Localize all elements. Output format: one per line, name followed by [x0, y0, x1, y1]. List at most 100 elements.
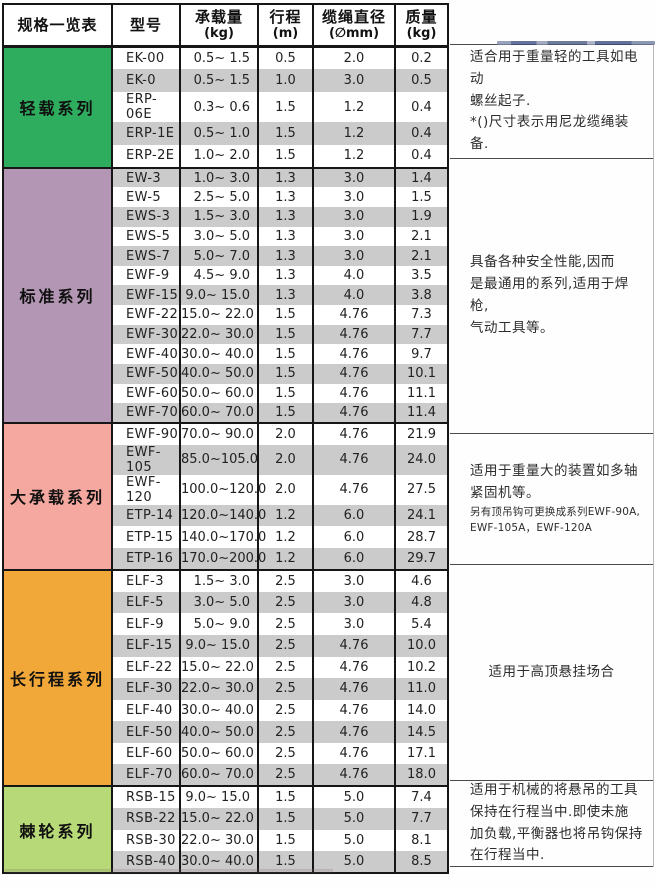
model-cell: EWS-5 — [111, 226, 181, 247]
model-cell: ELF-22 — [111, 656, 181, 679]
table-row: EWF-120 100.0~120.0 2.0 4.76 27.5 — [3, 474, 449, 505]
note-small-line: 另有顶吊钩可更换成系列EWF-90A, — [470, 506, 641, 519]
capacity-cell: 140.0~170.0 — [179, 526, 266, 549]
diameter-cell: 3.0 — [312, 206, 396, 227]
diameter-cell: 3.0 — [312, 569, 396, 592]
header-label-category: 规格一览表 — [17, 15, 98, 34]
header-label-capacity: 承载量 — [194, 8, 243, 26]
header-unit-mass: (kg) — [406, 26, 437, 41]
stroke-cell: 2.5 — [257, 569, 314, 592]
note-line: 气动工具等。 — [470, 319, 554, 336]
note-line: 是最通用的系列,适用于焊枪, — [470, 276, 629, 314]
mass-cell: 0.4 — [394, 92, 449, 123]
capacity-cell: 1.0~ 2.0 — [179, 144, 259, 168]
header-cell-diameter: 缆绳直径 (∅mm) — [312, 4, 396, 48]
model-cell: EWF-90 — [111, 421, 181, 445]
model-cell: ELF-30 — [111, 678, 181, 700]
category-cell-0: 轻载系列 — [2, 46, 113, 168]
diameter-cell: 4.76 — [312, 634, 396, 657]
diameter-cell: 4.76 — [312, 421, 396, 445]
mass-cell: 28.7 — [394, 526, 449, 549]
table-row: ETP-16 170.0~200.0 1.2 6.0 29.7 — [3, 548, 449, 571]
capacity-cell: 0.3~ 0.6 — [179, 92, 259, 123]
stroke-cell: 2.5 — [257, 591, 314, 614]
table-row: 标准系列 EW-3 1.0~ 3.0 1.3 3.0 1.4 — [2, 166, 449, 423]
note-line: 保持在行程当中.即使未施 — [470, 803, 629, 820]
capacity-cell: 100.0~120.0 — [179, 474, 266, 505]
table-row: ELF-70 60.0~ 70.0 2.5 4.76 18.0 — [3, 764, 449, 787]
diameter-cell: 5.0 — [312, 785, 396, 808]
stroke-cell: 2.5 — [257, 656, 314, 679]
mass-cell: 7.7 — [394, 807, 449, 830]
mass-cell: 0.4 — [394, 122, 449, 145]
table-row: EWF-105 85.0~105.0 2.0 4.76 24.0 — [3, 444, 449, 475]
table-row: ELF-40 30.0~ 40.0 2.5 4.76 14.0 — [3, 699, 449, 722]
stroke-cell: 2.0 — [257, 444, 314, 475]
capacity-cell: 5.0~ 9.0 — [179, 613, 259, 635]
stroke-cell: 1.5 — [257, 144, 314, 168]
capacity-cell: 50.0~ 60.0 — [179, 742, 259, 765]
capacity-cell: 3.0~ 5.0 — [179, 591, 259, 614]
spec-table-header: 规格一览表 型号 承载量 (kg) 行程 (m) 缆绳直径 (∅mm) — [2, 4, 449, 48]
table-row: EK-0 0.5~ 1.5 1.0 3.0 0.5 — [3, 69, 449, 93]
capacity-cell: 9.0~ 15.0 — [179, 785, 259, 808]
mass-cell: 10.0 — [394, 634, 449, 657]
mass-cell: 3.5 — [394, 265, 449, 286]
table-row: EWF-50 40.0~ 50.0 1.5 4.76 10.1 — [3, 363, 449, 384]
mass-cell: 0.4 — [394, 144, 449, 168]
table-row: ERP-2E 1.0~ 2.0 1.5 1.2 0.4 — [3, 144, 449, 168]
model-cell: ERP-2E — [111, 144, 181, 168]
stroke-cell: 1.3 — [257, 166, 314, 188]
stroke-cell: 2.5 — [257, 721, 314, 743]
stroke-cell: 1.0 — [257, 69, 314, 93]
note-line: *()尺寸表示用尼龙缆绳装备. — [470, 114, 629, 153]
diameter-cell: 6.0 — [312, 504, 396, 527]
model-cell: RSB-30 — [111, 829, 181, 852]
header-cell-capacity: 承载量 (kg) — [179, 4, 259, 48]
stroke-cell: 1.5 — [257, 785, 314, 808]
table-row: RSB-30 22.0~ 30.0 1.5 5.0 8.1 — [3, 829, 449, 852]
model-cell: RSB-15 — [111, 785, 181, 808]
model-cell: EWF-22 — [111, 305, 181, 325]
diameter-cell: 4.0 — [312, 285, 396, 306]
mass-cell: 4.6 — [394, 569, 449, 592]
capacity-cell: 60.0~ 70.0 — [179, 764, 259, 787]
mass-cell: 1.9 — [394, 206, 449, 227]
table-row: ERP-06E 0.3~ 0.6 1.5 1.2 0.4 — [3, 92, 449, 123]
stroke-cell: 1.3 — [257, 246, 314, 266]
diameter-cell: 5.0 — [312, 851, 396, 874]
capacity-cell: 1.5~ 3.0 — [179, 569, 259, 592]
note-line: 具备各种安全性能,因而 — [470, 254, 615, 271]
mass-cell: 8.5 — [394, 851, 449, 874]
stroke-cell: 1.2 — [257, 548, 314, 571]
table-row: ELF-15 9.0~ 15.0 2.5 4.76 10.0 — [3, 634, 449, 657]
diameter-cell: 4.76 — [312, 699, 396, 722]
mass-cell: 7.4 — [394, 785, 449, 808]
diameter-cell: 4.76 — [312, 383, 396, 404]
diameter-cell: 4.76 — [312, 403, 396, 423]
capacity-cell: 30.0~ 40.0 — [179, 851, 259, 874]
note-2: 适用于重量大的装置如多轴 紧固机等。 另有顶吊钩可更换成系列EWF-90A, EWF-… — [450, 433, 653, 564]
mass-cell: 3.8 — [394, 285, 449, 306]
model-cell: ELF-60 — [111, 742, 181, 765]
diameter-cell: 3.0 — [312, 187, 396, 207]
diameter-cell: 4.76 — [312, 656, 396, 679]
capacity-cell: 9.0~ 15.0 — [179, 634, 259, 657]
note-line: 适用于重量大的装置如多轴 — [470, 463, 638, 480]
diameter-cell: 2.0 — [312, 46, 396, 70]
diameter-cell: 4.76 — [312, 474, 396, 505]
stroke-cell: 1.5 — [257, 383, 314, 404]
capacity-cell: 0.5~ 1.0 — [179, 122, 259, 145]
model-cell: EK-0 — [111, 69, 181, 93]
capacity-cell: 30.0~ 40.0 — [179, 344, 259, 364]
diameter-cell: 4.76 — [312, 678, 396, 700]
diameter-cell: 5.0 — [312, 807, 396, 830]
diameter-cell: 4.0 — [312, 265, 396, 286]
diameter-cell: 3.0 — [312, 69, 396, 93]
model-cell: ERP-06E — [111, 92, 181, 123]
capacity-cell: 15.0~ 22.0 — [179, 807, 259, 830]
table-row: EWF-60 50.0~ 60.0 1.5 4.76 11.1 — [3, 383, 449, 404]
stroke-cell: 0.5 — [257, 46, 314, 70]
model-cell: ELF-3 — [111, 569, 181, 592]
